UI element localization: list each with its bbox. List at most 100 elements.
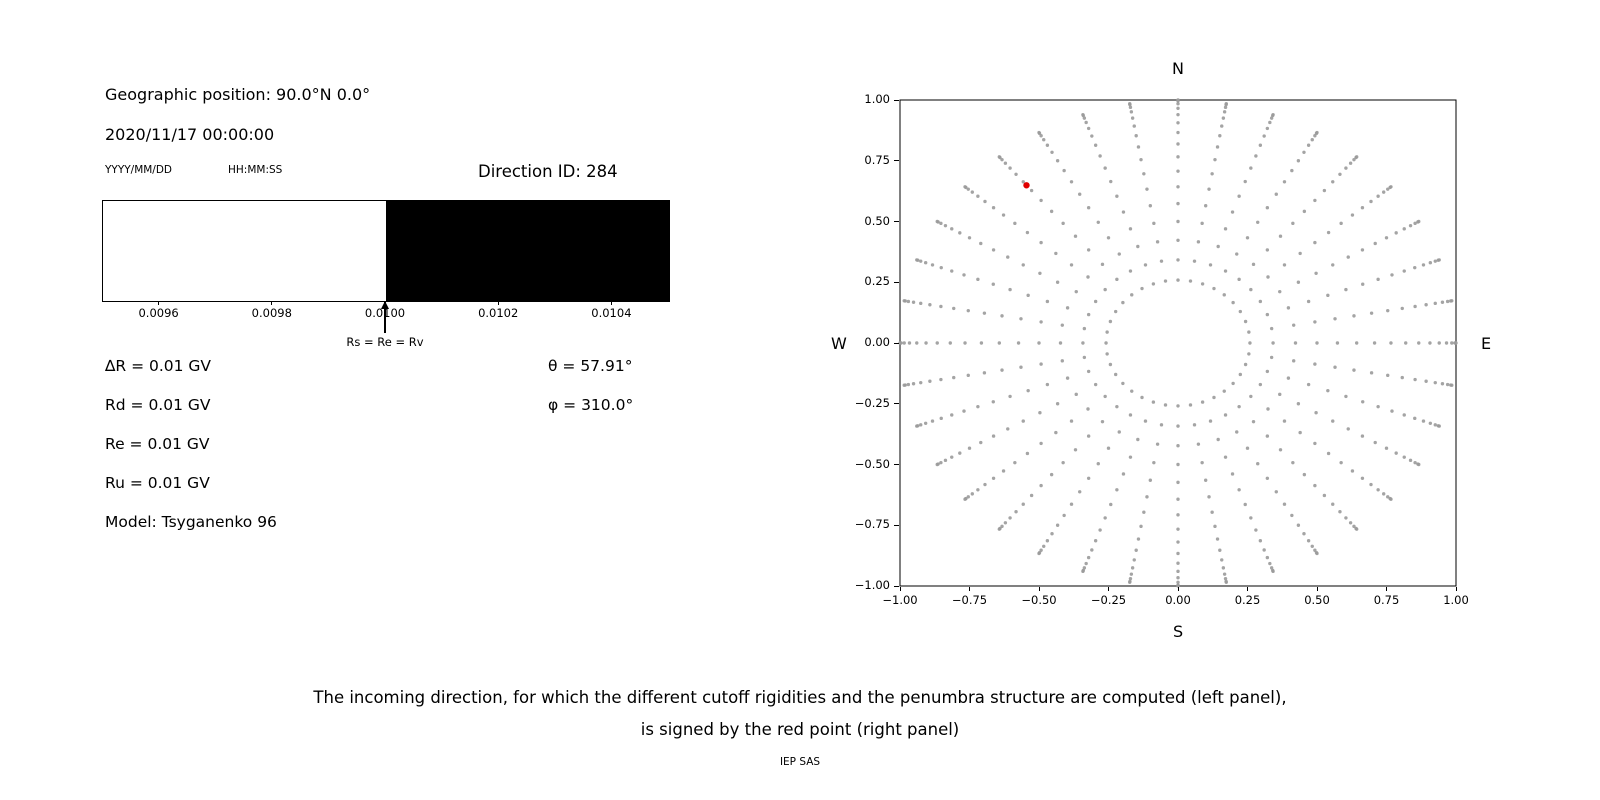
direction-dot bbox=[1163, 403, 1168, 407]
direction-dot bbox=[1212, 395, 1216, 400]
direction-dot bbox=[1445, 382, 1450, 387]
direction-dot bbox=[1016, 341, 1021, 345]
direction-dot bbox=[1296, 402, 1301, 406]
caption-line-1: The incoming direction, for which the di… bbox=[313, 688, 1287, 707]
direction-dot bbox=[1113, 309, 1118, 314]
direction-dot bbox=[1203, 204, 1208, 208]
direction-dot bbox=[1266, 275, 1270, 279]
direction-dot bbox=[1382, 190, 1386, 194]
direction-dot bbox=[1176, 580, 1180, 585]
direction-dot bbox=[1192, 423, 1197, 427]
direction-dot bbox=[1433, 259, 1437, 263]
direction-dot bbox=[1176, 201, 1180, 206]
direction-dot bbox=[1078, 192, 1082, 196]
direction-dot bbox=[1148, 204, 1153, 208]
direction-dot bbox=[1243, 502, 1247, 507]
y-axis-tick bbox=[894, 99, 899, 101]
direction-dot bbox=[1376, 194, 1380, 198]
penumbra-tick bbox=[497, 301, 499, 305]
direction-dot bbox=[1207, 187, 1211, 191]
direction-dot bbox=[1335, 341, 1340, 345]
direction-dot bbox=[966, 187, 970, 191]
x-axis-tick-label: −0.25 bbox=[1090, 593, 1127, 607]
direction-dot bbox=[1223, 105, 1228, 110]
direction-dot bbox=[1013, 460, 1017, 465]
direction-dot bbox=[948, 341, 952, 345]
direction-dot bbox=[1159, 259, 1164, 263]
direction-dot bbox=[1208, 263, 1213, 267]
rd-text: Rd = 0.01 GV bbox=[105, 396, 211, 414]
direction-dot bbox=[1296, 523, 1301, 527]
direction-dot bbox=[1128, 105, 1133, 110]
direction-dot bbox=[1136, 244, 1140, 249]
direction-dot bbox=[1413, 416, 1417, 421]
direction-dot bbox=[1258, 382, 1263, 387]
direction-dot bbox=[902, 383, 906, 387]
direction-dot bbox=[950, 227, 954, 231]
direction-dot bbox=[1055, 523, 1060, 527]
date-format-label: YYYY/MM/DD bbox=[105, 164, 173, 176]
direction-dot bbox=[1121, 300, 1125, 305]
direction-dot bbox=[1054, 251, 1058, 256]
direction-dot bbox=[1254, 528, 1258, 532]
direction-dot bbox=[1037, 551, 1041, 556]
direction-dot bbox=[1039, 441, 1043, 446]
direction-dot bbox=[935, 341, 939, 345]
direction-dot bbox=[1402, 413, 1406, 417]
direction-dot bbox=[1215, 537, 1220, 541]
direction-dot bbox=[1243, 179, 1247, 184]
direction-dot bbox=[1408, 458, 1413, 463]
direction-dot bbox=[1082, 355, 1087, 360]
direction-dot bbox=[1093, 299, 1098, 304]
direction-dot bbox=[1093, 382, 1098, 387]
direction-dot bbox=[1082, 326, 1087, 331]
direction-dot bbox=[1249, 394, 1253, 399]
direction-dot bbox=[1176, 462, 1180, 467]
direction-dot bbox=[1117, 430, 1121, 434]
direction-dot bbox=[907, 341, 912, 345]
direction-dot bbox=[1082, 116, 1087, 120]
direction-dot bbox=[1223, 455, 1228, 459]
direction-dot bbox=[966, 308, 970, 313]
direction-dot bbox=[1038, 271, 1042, 276]
direction-dot bbox=[1224, 101, 1228, 106]
direction-dot bbox=[1200, 282, 1205, 286]
direction-dot bbox=[939, 304, 943, 309]
direction-dot bbox=[1200, 221, 1204, 226]
direction-dot bbox=[1315, 341, 1319, 345]
direction-dot bbox=[1354, 527, 1359, 531]
direction-dot bbox=[1130, 389, 1134, 393]
direction-dot bbox=[1106, 236, 1111, 240]
direction-dot bbox=[1404, 341, 1408, 345]
direction-dot bbox=[1176, 444, 1180, 448]
direction-dot bbox=[1292, 323, 1296, 327]
direction-dot bbox=[1045, 382, 1050, 387]
y-axis-tick-label: −0.25 bbox=[854, 395, 890, 410]
direction-dot bbox=[1238, 372, 1243, 377]
direction-dot bbox=[1039, 320, 1043, 324]
direction-dot bbox=[1176, 130, 1180, 135]
direction-dot bbox=[950, 413, 954, 417]
direction-dot bbox=[1223, 227, 1228, 231]
direction-dot bbox=[919, 301, 923, 306]
direction-dot bbox=[1235, 430, 1239, 434]
direction-dot bbox=[1025, 451, 1030, 456]
direction-dot bbox=[1039, 548, 1043, 552]
direction-dot bbox=[1109, 179, 1113, 184]
direction-dot bbox=[1322, 188, 1327, 193]
y-axis-tick bbox=[894, 281, 899, 283]
direction-dot bbox=[1361, 282, 1365, 286]
direction-dot bbox=[1237, 277, 1241, 282]
direction-dot bbox=[991, 400, 995, 404]
penumbra-tick bbox=[610, 301, 612, 305]
y-axis-tick-label: −0.50 bbox=[854, 456, 890, 471]
direction-dot bbox=[1286, 306, 1291, 310]
selected-direction-red-point bbox=[1023, 182, 1030, 189]
direction-dot bbox=[1315, 130, 1319, 135]
direction-dot bbox=[1389, 185, 1393, 189]
direction-dot bbox=[1339, 460, 1343, 465]
direction-dot bbox=[1293, 341, 1298, 345]
direction-dot bbox=[935, 219, 939, 224]
direction-dot bbox=[1222, 572, 1227, 576]
direction-dot bbox=[1282, 419, 1287, 423]
